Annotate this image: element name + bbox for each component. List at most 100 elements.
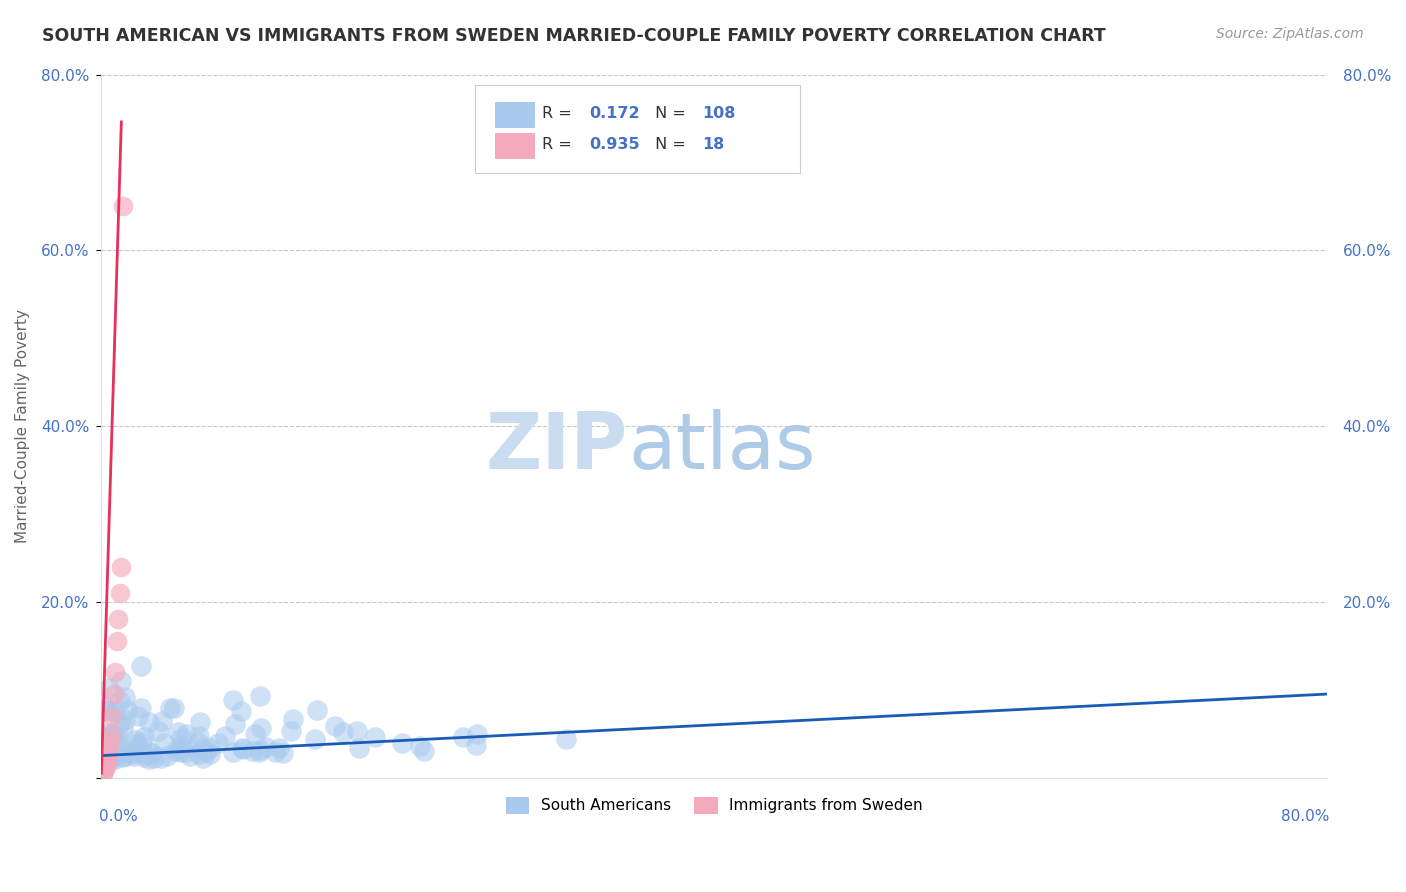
- Point: [174, 726, 197, 740]
- Point: [131, 734, 153, 748]
- Point: [125, 736, 148, 750]
- Text: N =: N =: [650, 105, 692, 120]
- Point: [214, 730, 236, 744]
- Text: atlas: atlas: [628, 409, 815, 485]
- Text: R =: R =: [543, 105, 578, 120]
- Point: [93, 704, 115, 718]
- Point: [101, 709, 124, 723]
- FancyBboxPatch shape: [495, 102, 534, 128]
- Point: [159, 701, 181, 715]
- Point: [232, 742, 254, 756]
- Point: [254, 740, 277, 755]
- Point: [96, 744, 118, 758]
- Point: [332, 725, 354, 739]
- Point: [325, 719, 347, 733]
- Point: [222, 746, 245, 760]
- Point: [94, 700, 117, 714]
- Point: [166, 725, 188, 739]
- Point: [150, 751, 173, 765]
- Point: [198, 747, 221, 761]
- Point: [100, 750, 122, 764]
- Point: [231, 740, 253, 755]
- Point: [98, 735, 121, 749]
- Point: [107, 612, 129, 626]
- Point: [104, 735, 127, 749]
- Point: [94, 753, 117, 767]
- Point: [114, 690, 136, 704]
- Point: [170, 739, 193, 753]
- FancyBboxPatch shape: [495, 133, 534, 158]
- Point: [191, 750, 214, 764]
- Point: [188, 714, 211, 729]
- Point: [98, 729, 121, 743]
- Point: [94, 760, 117, 774]
- Point: [163, 744, 186, 758]
- Point: [143, 751, 166, 765]
- Point: [112, 721, 135, 735]
- Point: [93, 750, 115, 764]
- Point: [93, 764, 115, 778]
- Text: 80.0%: 80.0%: [1281, 809, 1329, 824]
- Point: [97, 681, 120, 695]
- Text: 0.0%: 0.0%: [98, 809, 138, 824]
- Point: [110, 559, 132, 574]
- Point: [96, 753, 118, 767]
- Point: [108, 586, 131, 600]
- Point: [91, 744, 114, 758]
- Text: 108: 108: [702, 105, 735, 120]
- Point: [207, 735, 229, 749]
- Point: [96, 748, 118, 763]
- Point: [112, 750, 135, 764]
- Point: [105, 634, 128, 648]
- Point: [97, 703, 120, 717]
- Point: [101, 752, 124, 766]
- Point: [156, 748, 179, 763]
- Text: 18: 18: [702, 136, 724, 152]
- Point: [141, 746, 163, 760]
- Point: [111, 199, 134, 213]
- Point: [249, 743, 271, 757]
- Point: [104, 751, 127, 765]
- Point: [152, 736, 174, 750]
- Point: [127, 709, 149, 723]
- Point: [231, 704, 253, 718]
- Point: [132, 747, 155, 762]
- Point: [111, 744, 134, 758]
- Point: [188, 747, 211, 761]
- Point: [139, 747, 162, 761]
- Point: [169, 745, 191, 759]
- Point: [103, 687, 125, 701]
- Text: 0.172: 0.172: [589, 105, 640, 120]
- Point: [167, 742, 190, 756]
- Point: [150, 714, 173, 728]
- Point: [104, 705, 127, 719]
- Point: [163, 701, 186, 715]
- Point: [132, 730, 155, 744]
- Point: [413, 744, 436, 758]
- Point: [97, 731, 120, 745]
- Point: [131, 701, 153, 715]
- Y-axis label: Married-Couple Family Poverty: Married-Couple Family Poverty: [15, 309, 30, 543]
- Point: [222, 693, 245, 707]
- Point: [114, 749, 136, 764]
- Point: [107, 730, 129, 744]
- Point: [129, 747, 152, 761]
- Point: [146, 724, 169, 739]
- Point: [409, 739, 432, 754]
- Point: [391, 736, 413, 750]
- Point: [96, 726, 118, 740]
- Point: [124, 732, 146, 747]
- Point: [122, 748, 145, 763]
- Point: [249, 689, 271, 703]
- Point: [187, 735, 209, 749]
- Text: 0.935: 0.935: [589, 136, 640, 152]
- Point: [127, 740, 149, 755]
- Point: [138, 751, 160, 765]
- Text: R =: R =: [543, 136, 578, 152]
- Point: [98, 727, 121, 741]
- Point: [305, 703, 328, 717]
- Point: [200, 741, 222, 756]
- Point: [242, 743, 264, 757]
- Point: [364, 730, 387, 744]
- Point: [250, 721, 273, 735]
